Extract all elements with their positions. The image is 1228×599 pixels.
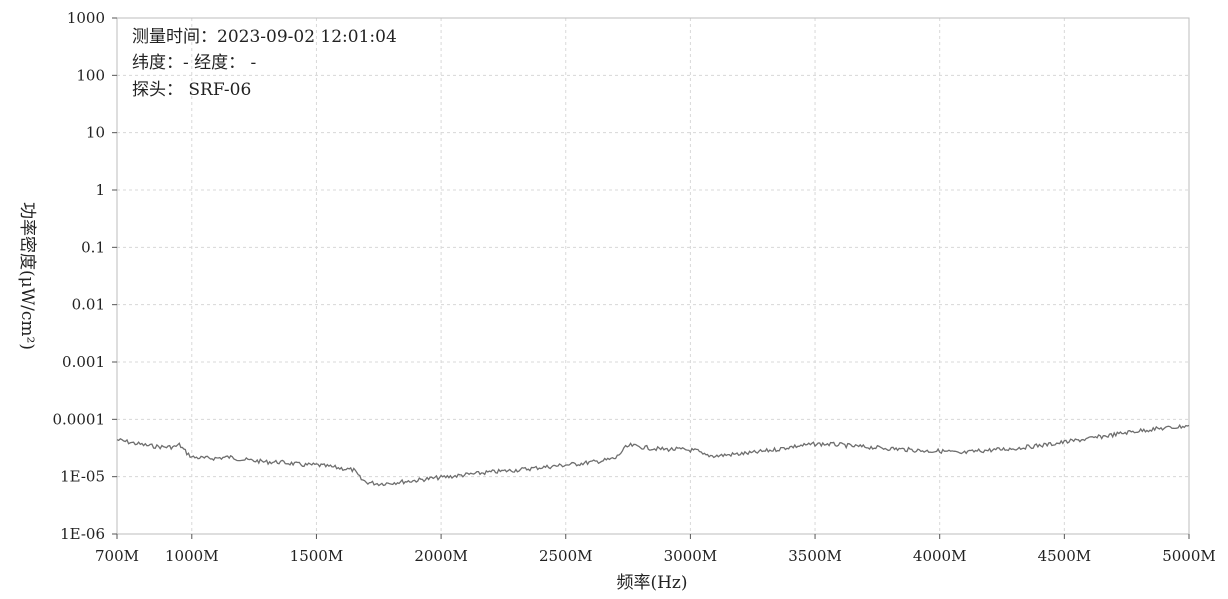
probe-label: 探头： SRF-06: [132, 80, 251, 100]
series-layer: [116, 423, 1190, 487]
x-tick-label: 4500M: [1038, 547, 1092, 565]
x-tick-label: 2500M: [539, 547, 593, 565]
x-axis-ticks: 700M 1000M 1500M 2000M 2500M 3000M 3500M 4000M 4…: [95, 534, 1216, 565]
y-tick-label: 1E-05: [60, 468, 105, 486]
y-tick-label: 10: [86, 124, 105, 142]
x-tick-label: 4000M: [913, 547, 967, 565]
x-tick-label: 3000M: [664, 547, 718, 565]
y-axis-label: 功率密度(μW/cm²): [17, 202, 37, 350]
y-tick-label: 1E-06: [60, 525, 105, 543]
y-tick-label: 0.01: [72, 296, 105, 314]
series-line-0: [116, 423, 1190, 487]
x-tick-label: 1500M: [290, 547, 344, 565]
x-tick-label: 5000M: [1162, 547, 1216, 565]
x-axis-label: 频率(Hz): [616, 573, 687, 593]
y-axis-ticks: 1000 100 10 1 0.1 0.01 0.001 0.0001 1E-05 1E-06: [53, 9, 117, 543]
y-tick-label: 0.001: [62, 353, 105, 371]
x-tick-label: 700M: [95, 547, 139, 565]
plot-frame: [116, 17, 1190, 535]
measurement-time-label: 测量时间：2023-09-02 12:01:04: [132, 27, 397, 47]
y-tick-label: 100: [76, 66, 105, 84]
location-label: 纬度：- 经度： -: [132, 53, 256, 73]
x-tick-label: 2000M: [414, 547, 468, 565]
y-tick-label: 0.1: [81, 238, 105, 256]
y-tick-label: 0.0001: [53, 410, 106, 428]
x-tick-label: 1000M: [165, 547, 219, 565]
y-tick-label: 1: [95, 181, 105, 199]
x-tick-label: 3500M: [788, 547, 842, 565]
y-tick-label: 1000: [67, 9, 105, 27]
